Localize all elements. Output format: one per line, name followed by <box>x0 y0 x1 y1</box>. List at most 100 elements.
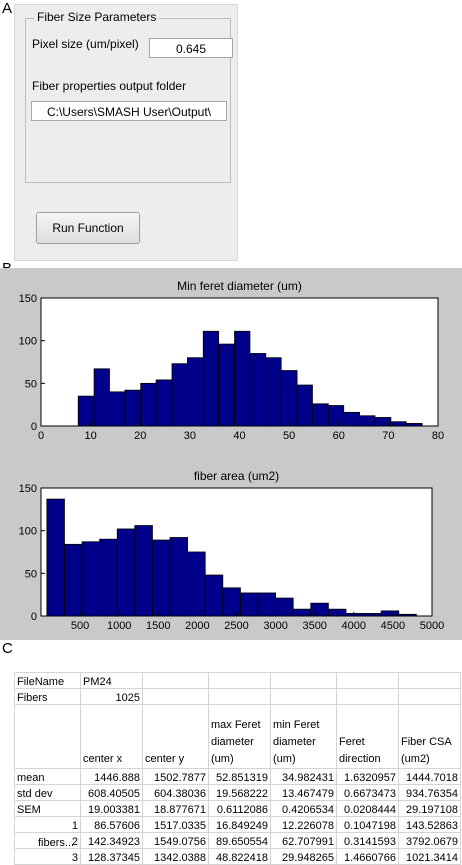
table-cell: 12.226078 <box>270 816 337 833</box>
table-footer-note: fibers... <box>38 837 75 849</box>
chart-0-xtick-label: 40 <box>233 430 245 442</box>
chart-0-bar <box>140 382 157 427</box>
chart-0-bar <box>296 384 313 427</box>
table-cell <box>142 672 209 689</box>
table-cell <box>398 688 461 705</box>
chart-1-bar <box>46 498 65 617</box>
table-row: FileName PM24 <box>14 672 461 689</box>
table-cell: 89.650554 <box>208 832 271 849</box>
chart-1-xtick-label: 5000 <box>420 620 444 632</box>
table-header-cell: min Feret diameter (um) <box>270 704 337 769</box>
table-cell: 1021.3414 <box>398 848 461 865</box>
table-cell: 0.4206534 <box>270 800 337 817</box>
histogram-panel: Min feret diameter (um) 0 10 20 30 40 50 60 70 80… <box>0 268 462 640</box>
chart-0-bar <box>312 403 329 427</box>
table-row: 2 142.34923 1549.0756 89.650554 62.707991 0.3… <box>14 832 461 849</box>
table-cell <box>336 672 399 689</box>
parameters-groupbox: Fiber Size Parameters Pixel size (um/pix… <box>25 10 233 183</box>
chart-0-bar <box>93 368 110 427</box>
chart-1-bar <box>64 543 83 617</box>
table-header-cell <box>14 704 81 769</box>
table-cell <box>208 672 271 689</box>
table-cell <box>398 672 461 689</box>
chart-1-bar <box>169 537 189 617</box>
table-cell: 1025 <box>80 688 143 705</box>
table-cell: PM24 <box>80 672 143 689</box>
chart-1-bar <box>187 551 206 617</box>
chart-0-ytick-label: 50 <box>25 378 37 390</box>
chart-0-bar <box>77 395 95 427</box>
chart-0-bar <box>186 357 204 427</box>
table-cell: 52.851319 <box>208 768 271 785</box>
table-cell: 29.197108 <box>398 800 461 817</box>
chart-0-bar <box>218 343 235 427</box>
table-cell <box>336 688 399 705</box>
chart-1-ytick-label: 100 <box>19 526 37 538</box>
table-cell: 19.568222 <box>208 784 271 801</box>
run-function-button[interactable]: Run Function <box>36 212 140 244</box>
chart-0-xtick-label: 50 <box>283 430 295 442</box>
chart-1-xtick-label: 2000 <box>185 620 209 632</box>
table-cell: 604.38036 <box>142 784 209 801</box>
table-cell: 62.707991 <box>270 832 337 849</box>
table-cell: 143.52863 <box>398 816 461 833</box>
chart-0-bar <box>249 353 267 427</box>
chart-1-title: fiber area (um2) <box>194 469 279 483</box>
table-cell: 1342.0388 <box>142 848 209 865</box>
table-cell: SEM <box>14 800 81 817</box>
table-cell: 86.57606 <box>80 816 143 833</box>
chart-0-bar <box>343 411 360 427</box>
table-cell: 1.6320957 <box>336 768 399 785</box>
chart-0-title: Min feret diameter (um) <box>177 279 302 293</box>
chart-1-xtick-label: 1000 <box>107 620 131 632</box>
table-cell: 128.37345 <box>80 848 143 865</box>
table-cell: 1549.0756 <box>142 832 209 849</box>
table-cell: 142.34923 <box>80 832 143 849</box>
chart-1-bar <box>222 587 241 617</box>
chart-0-bar <box>124 389 142 427</box>
table-cell: 608.40505 <box>80 784 143 801</box>
table-header-cell: center x <box>80 704 143 769</box>
table-cell: 0.3141593 <box>336 832 399 849</box>
chart-1-xtick-label: 3000 <box>263 620 287 632</box>
chart-1-ytick-label: 0 <box>31 611 37 623</box>
table-row: 3 128.37345 1342.0388 48.822418 29.948265 1.4… <box>14 848 461 865</box>
table-cell: 18.877671 <box>142 800 209 817</box>
table-cell: 1444.7018 <box>398 768 461 785</box>
chart-0-bar <box>234 330 251 427</box>
chart-0-xtick-label: 80 <box>432 430 444 442</box>
table-cell: 34.982431 <box>270 768 337 785</box>
table-cell: 19.003381 <box>80 800 143 817</box>
table-header-cell: Feret direction <box>336 704 399 769</box>
chart-1-bar <box>204 574 224 617</box>
chart-0-xtick-label: 30 <box>184 430 196 442</box>
table-row: 1 86.57606 1517.0335 16.849249 12.226078 0.10… <box>14 816 461 833</box>
table-cell <box>270 688 337 705</box>
table-cell: 0.0208444 <box>336 800 399 817</box>
chart-0-bar <box>390 421 407 427</box>
chart-0-ytick-label: 100 <box>19 336 37 348</box>
table-cell: 1.4660766 <box>336 848 399 865</box>
chart-1-bar <box>292 608 312 617</box>
pixel-size-label: Pixel size (um/pixel) <box>32 37 139 51</box>
table-cell: 1502.7877 <box>142 768 209 785</box>
chart-1-xtick-label: 2500 <box>224 620 248 632</box>
chart-1-bar <box>134 525 153 617</box>
table-header-cell: max Feret diameter (um) <box>208 704 271 769</box>
chart-1-bar <box>327 608 347 617</box>
pixel-size-input[interactable]: 0.645 <box>149 38 233 58</box>
table-cell: 3792.0679 <box>398 832 461 849</box>
table-cell <box>142 688 209 705</box>
table-cell: 13.467479 <box>270 784 337 801</box>
table-header-cell: Fiber CSA (um2) <box>398 704 461 769</box>
chart-0-bar <box>280 370 298 427</box>
chart-0-bar <box>202 330 220 427</box>
chart-0-xtick-label: 60 <box>333 430 345 442</box>
chart-1-xtick-label: 4500 <box>381 620 405 632</box>
chart-0-ytick-label: 0 <box>31 421 37 433</box>
chart-0-bar <box>109 391 126 427</box>
chart-1-bar <box>81 541 101 617</box>
output-folder-input[interactable]: C:\Users\SMASH User\Output\ <box>31 101 227 121</box>
table-cell: 3 <box>14 848 81 865</box>
chart-1-bar <box>99 538 118 617</box>
